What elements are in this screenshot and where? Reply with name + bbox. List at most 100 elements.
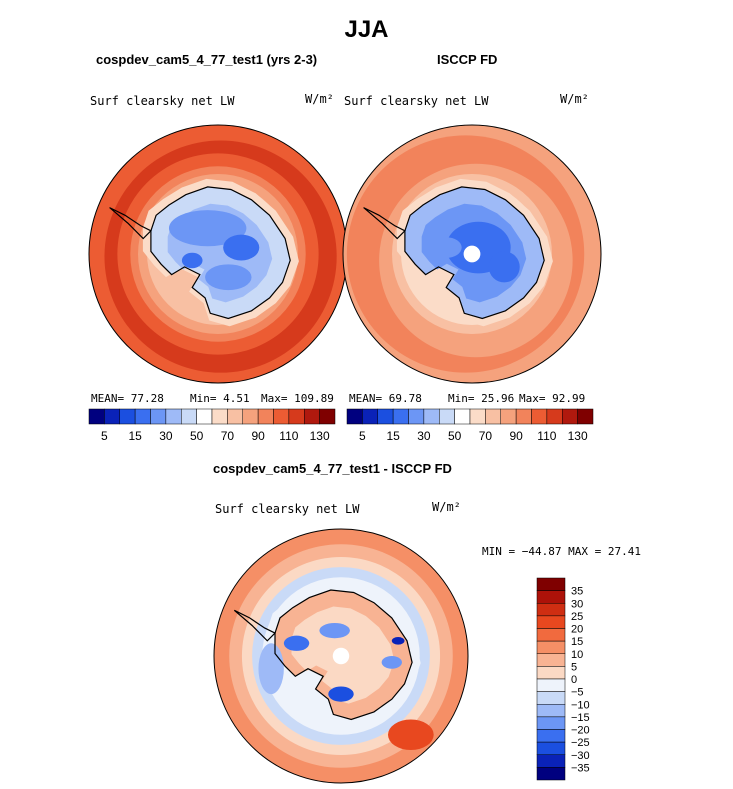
left-colorbar-swatch <box>242 408 259 425</box>
diff-panel-subtitle: cospdev_cam5_4_77_test1 - ISCCP FD <box>213 461 452 476</box>
left-colorbar-tick-label: 15 <box>128 429 142 443</box>
left-variable-label: Surf clearsky net LW <box>90 94 235 108</box>
right-coastline <box>404 186 545 320</box>
right-field-feature <box>430 237 462 258</box>
right-colorbar-swatch <box>423 408 440 425</box>
left-colorbar-swatch <box>196 408 213 425</box>
right-field-feature <box>488 251 520 283</box>
right-variable-label: Surf clearsky net LW <box>344 94 489 108</box>
right-panel-subtitle: ISCCP FD <box>437 52 498 67</box>
diff-colorbar-tick-label: −20 <box>571 725 590 737</box>
left-colorbar-swatch <box>88 408 105 425</box>
diff-colorbar-swatch <box>536 628 566 642</box>
right-min: Min= 25.96 <box>448 392 515 405</box>
diff-units-label: W/m² <box>432 500 461 514</box>
left-colorbar-swatch <box>227 408 243 425</box>
diff-colorbar-swatch <box>536 666 566 680</box>
left-mean: MEAN= 77.28 <box>91 392 164 405</box>
left-colorbar-swatch <box>181 408 197 425</box>
left-colorbar-swatch <box>104 408 120 425</box>
left-colorbar-swatch <box>319 408 336 425</box>
left-colorbar-swatch <box>288 408 305 425</box>
left-colorbar-swatch <box>273 408 290 425</box>
left-min: Min= 4.51 <box>190 392 250 405</box>
right-colorbar-tick-label: 5 <box>359 429 366 443</box>
left-colorbar-tick-label: 30 <box>159 429 173 443</box>
left-max: Max= 109.89 <box>261 392 334 405</box>
diff-colorbar-tick-label: −10 <box>571 699 590 711</box>
diff-field-feature <box>387 719 434 750</box>
diff-map <box>213 528 469 784</box>
diff-colorbar-tick-label: 25 <box>571 611 583 623</box>
diff-colorbar-swatch <box>536 729 566 743</box>
left-field-feature <box>205 264 252 291</box>
diff-colorbar-tick-label: 30 <box>571 598 583 610</box>
right-colorbar: 5 15 30 50 70 90 110 130 <box>346 408 594 443</box>
diff-minmax: MIN = −44.87 MAX = 27.41 <box>482 545 641 558</box>
right-colorbar-tick-label: 15 <box>386 429 400 443</box>
diff-colorbar-tick-label: 5 <box>571 661 577 673</box>
right-colorbar-swatch <box>469 408 486 425</box>
left-colorbar-swatch <box>257 408 274 425</box>
diff-colorbar-swatch <box>536 615 566 629</box>
left-colorbar-tick-label: 110 <box>279 429 298 443</box>
diff-colorbar-tick-label: −5 <box>571 687 584 699</box>
diff-colorbar-swatch <box>536 577 566 591</box>
diff-colorbar-tick-label: 0 <box>571 674 577 686</box>
diff-peninsula-coastline <box>233 609 277 642</box>
right-colorbar-tick-label: 70 <box>479 429 493 443</box>
diff-colorbar-tick-label: −35 <box>571 762 590 774</box>
diff-colorbar-swatch <box>536 691 566 705</box>
left-field-feature <box>168 210 247 247</box>
left-colorbar-swatch <box>211 408 228 425</box>
right-colorbar-tick-label: 130 <box>568 429 588 443</box>
left-colorbar-tick-label: 70 <box>221 429 235 443</box>
right-colorbar-swatch <box>515 408 532 425</box>
diff-colorbar-swatch <box>536 640 566 654</box>
left-peninsula-coastline <box>109 207 152 240</box>
diff-colorbar-swatch <box>536 767 566 781</box>
diff-colorbar-swatch <box>536 741 566 755</box>
right-colorbar-swatch <box>408 408 425 425</box>
right-colorbar-swatch <box>454 408 471 425</box>
right-colorbar-swatch <box>362 408 378 425</box>
right-mean: MEAN= 69.78 <box>349 392 422 405</box>
left-colorbar-tick-label: 50 <box>190 429 204 443</box>
right-colorbar-swatch <box>377 408 394 425</box>
diff-colorbar-tick-label: −30 <box>571 750 590 762</box>
diff-field-feature <box>283 635 310 651</box>
right-colorbar-swatch <box>562 408 578 425</box>
left-field-feature <box>181 252 203 269</box>
diff-coastline <box>274 589 413 721</box>
left-panel-subtitle: cospdev_cam5_4_77_test1 (yrs 2-3) <box>96 52 318 67</box>
right-colorbar-tick-label: 50 <box>448 429 462 443</box>
right-colorbar-tick-label: 90 <box>509 429 523 443</box>
left-colorbar-swatch <box>119 408 136 425</box>
right-colorbar-swatch <box>485 408 501 425</box>
diff-colorbar-tick-label: 10 <box>571 649 583 661</box>
diff-colorbar-tick-label: 20 <box>571 624 583 636</box>
left-colorbar-tick-label: 130 <box>310 429 330 443</box>
right-map-border <box>342 124 602 384</box>
diff-field-feature <box>381 656 402 669</box>
diff-pole-mask <box>332 647 350 665</box>
right-colorbar-tick-label: 110 <box>537 429 556 443</box>
left-colorbar: 5 15 30 50 70 90 110 130 <box>88 408 336 443</box>
diff-colorbar-swatch <box>536 590 566 604</box>
right-colorbar-swatch <box>500 408 517 425</box>
diff-colorbar-tick-label: −15 <box>571 712 590 724</box>
right-colorbar-swatch <box>346 408 363 425</box>
left-field <box>89 125 347 383</box>
left-colorbar-tick-label: 5 <box>101 429 108 443</box>
diff-colorbar-swatch <box>536 716 566 730</box>
right-colorbar-swatch <box>392 408 409 425</box>
right-colorbar-swatch <box>546 408 563 425</box>
left-field-feature <box>223 234 260 261</box>
right-peninsula-coastline <box>363 207 406 240</box>
diff-field-feature <box>328 686 354 702</box>
right-colorbar-swatch <box>439 408 455 425</box>
diff-colorbar-swatch <box>536 603 566 617</box>
right-field <box>343 125 601 383</box>
